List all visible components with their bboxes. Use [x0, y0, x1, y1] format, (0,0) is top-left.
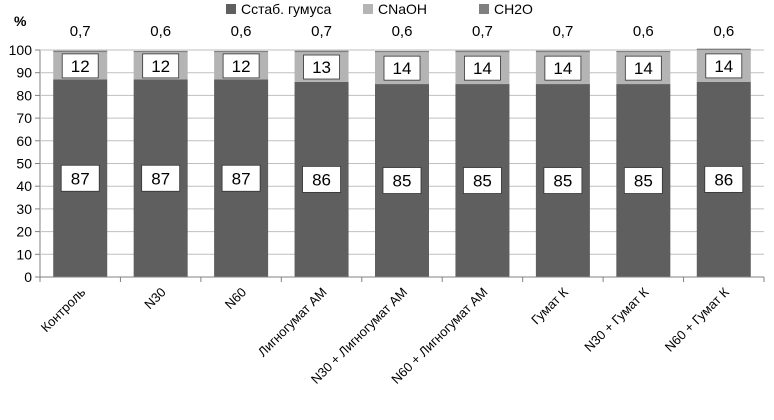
data-label: 12	[232, 57, 251, 76]
data-label: 0,7	[552, 23, 573, 40]
y-tick-label: 100	[9, 42, 33, 58]
x-tick-label: N60 + Гумат К	[662, 284, 732, 354]
data-label: 87	[151, 169, 170, 188]
y-tick-label: 10	[16, 246, 32, 262]
x-tick-label: Лигногумат АМ	[255, 285, 330, 360]
legend-swatch	[479, 4, 489, 14]
data-label: 14	[714, 57, 733, 76]
data-label: 14	[553, 59, 572, 78]
x-tick-label: N60	[222, 285, 249, 312]
bar-segment	[616, 50, 671, 53]
data-label-box	[543, 167, 583, 194]
data-label-box	[141, 164, 181, 192]
data-label: 0,7	[472, 23, 493, 40]
data-label: 14	[473, 59, 492, 78]
bar-segment	[214, 50, 269, 53]
y-tick-label: 90	[16, 65, 32, 81]
data-label: 86	[714, 170, 733, 189]
data-label: 0,6	[150, 23, 171, 40]
data-label-box	[544, 55, 582, 81]
data-label: 0,6	[633, 23, 654, 40]
data-label: 85	[473, 172, 492, 191]
data-label-box	[61, 53, 99, 79]
data-label-box	[222, 53, 260, 79]
x-tick-label: Гумат К	[528, 284, 571, 327]
legend-label: Сстаб. гумуса	[241, 1, 332, 17]
data-label-box	[303, 54, 340, 80]
data-label: 14	[393, 59, 412, 78]
x-tick-label: N30	[141, 285, 168, 312]
y-tick-label: 60	[16, 133, 32, 149]
bar-segment	[294, 50, 349, 53]
data-label: 87	[232, 169, 251, 188]
data-label: 86	[312, 170, 331, 189]
data-label-box	[705, 53, 743, 79]
data-label-box	[624, 55, 662, 81]
data-label-box	[60, 164, 100, 192]
data-label-box	[704, 165, 744, 193]
bar-segment	[375, 50, 429, 53]
x-tick-label: N30 + Гумат К	[581, 284, 651, 354]
bars-group: 87 12 0,7 87 12 0,6 87 12 0,6 86 13 0,7 85 14 0,6 85 14 0…	[53, 23, 751, 277]
legend-label: CH2O	[494, 1, 533, 17]
data-label-box	[623, 167, 663, 194]
data-label: 0,7	[70, 23, 91, 40]
data-label-box	[382, 167, 422, 194]
y-axis-unit-label: %	[14, 13, 27, 29]
data-label: 0,6	[392, 23, 413, 40]
legend-swatch	[363, 4, 373, 14]
y-tick-label: 50	[16, 156, 32, 172]
legend: Сстаб. гумуса CNaOH CH2O	[226, 1, 533, 17]
data-label-box	[383, 55, 421, 81]
y-tick-label: 70	[16, 110, 32, 126]
data-label-box	[464, 55, 501, 81]
data-label-box	[142, 53, 180, 79]
bar-segment	[53, 50, 108, 53]
data-label-box	[221, 164, 261, 192]
data-label: 12	[71, 57, 90, 76]
bar-segment	[133, 50, 188, 53]
x-tick-label: Контроль	[38, 284, 89, 335]
bar-segment	[455, 50, 510, 53]
data-label: 85	[393, 172, 412, 191]
y-tick-label: 0	[24, 269, 32, 285]
bar-segment	[535, 50, 590, 53]
y-tick-label: 30	[16, 201, 32, 217]
data-label: 12	[151, 57, 170, 76]
data-label: 85	[553, 172, 572, 191]
data-label-box	[463, 167, 502, 194]
data-label: 87	[71, 169, 90, 188]
data-label: 13	[312, 58, 331, 77]
legend-label: CNaOH	[378, 1, 427, 17]
data-label: 85	[634, 172, 653, 191]
data-label: 0,7	[311, 23, 332, 40]
data-label: 14	[634, 59, 653, 78]
y-tick-label: 40	[16, 178, 32, 194]
y-tick-label: 80	[16, 87, 32, 103]
data-label: 0,6	[231, 23, 252, 40]
y-tick-label: 20	[16, 224, 32, 240]
bar-segment	[696, 48, 751, 50]
data-label: 0,6	[713, 23, 734, 40]
data-label-box	[302, 165, 341, 193]
legend-swatch	[226, 4, 236, 14]
